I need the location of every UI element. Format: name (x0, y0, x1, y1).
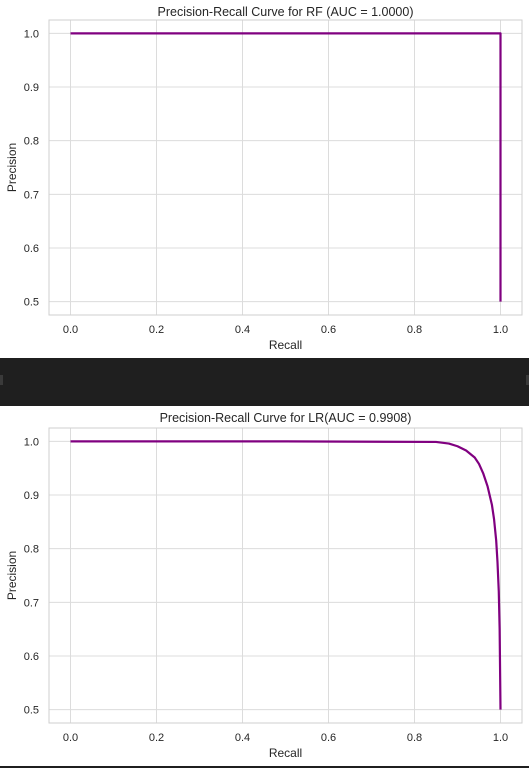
y-axis-label: Precision (5, 143, 19, 192)
chart-title: Precision-Recall Curve for RF (AUC = 1.0… (158, 5, 414, 19)
chart-rf-panel: 0.0 0.2 0.4 0.6 0.8 1.0 0.5 0.6 0.7 0.8 0.9 1.0 Prec… (0, 0, 529, 358)
y-tick-label: 0.8 (24, 136, 39, 148)
x-tick-label: 0.2 (149, 324, 164, 336)
chart-rf: 0.0 0.2 0.4 0.6 0.8 1.0 0.5 0.6 0.7 0.8 0.9 1.0 Prec… (5, 5, 523, 352)
bottom-edge (0, 766, 529, 768)
chart-title: Precision-Recall Curve for LR(AUC = 0.99… (160, 411, 412, 425)
y-tick-label: 0.6 (24, 243, 39, 255)
y-tick-label: 0.5 (24, 705, 39, 717)
x-tick-label: 0.6 (321, 732, 336, 744)
y-tick-label: 0.7 (24, 597, 39, 609)
y-tick-label: 0.5 (24, 297, 39, 309)
grid (49, 20, 522, 315)
divider-bar (0, 358, 529, 406)
x-axis-label: Recall (269, 746, 302, 760)
y-axis-label: Precision (5, 551, 19, 600)
divider-left-edge (0, 375, 3, 385)
x-tick-label: 0.8 (407, 732, 422, 744)
x-axis-label: Recall (269, 338, 302, 352)
x-tick-label: 0.4 (235, 732, 250, 744)
x-tick-label: 0.6 (321, 324, 336, 336)
plot-frame (48, 427, 523, 724)
x-tick-label: 0.4 (235, 324, 250, 336)
divider-right-edge (526, 375, 529, 385)
plot-frame (48, 19, 523, 316)
x-tick-label: 0.2 (149, 732, 164, 744)
y-tick-label: 1.0 (24, 436, 39, 448)
y-tick-label: 0.8 (24, 544, 39, 556)
pr-curve-line (70, 32, 502, 302)
y-tick-label: 0.6 (24, 651, 39, 663)
x-tick-label: 0.8 (407, 324, 422, 336)
grid (49, 428, 522, 723)
x-tick-label: 0.0 (63, 732, 78, 744)
y-tick-label: 0.9 (24, 490, 39, 502)
y-tick-label: 0.7 (24, 189, 39, 201)
x-tick-label: 0.0 (63, 324, 78, 336)
pr-curve-line (70, 440, 502, 710)
chart-lr: 0.0 0.2 0.4 0.6 0.8 1.0 0.5 0.6 0.7 0.8 0.9 1.0 Prec… (5, 411, 523, 760)
x-tick-label: 1.0 (493, 324, 508, 336)
y-tick-label: 0.9 (24, 82, 39, 94)
y-tick-label: 1.0 (24, 28, 39, 40)
x-tick-label: 1.0 (493, 732, 508, 744)
chart-lr-panel: 0.0 0.2 0.4 0.6 0.8 1.0 0.5 0.6 0.7 0.8 0.9 1.0 Prec… (0, 406, 529, 768)
